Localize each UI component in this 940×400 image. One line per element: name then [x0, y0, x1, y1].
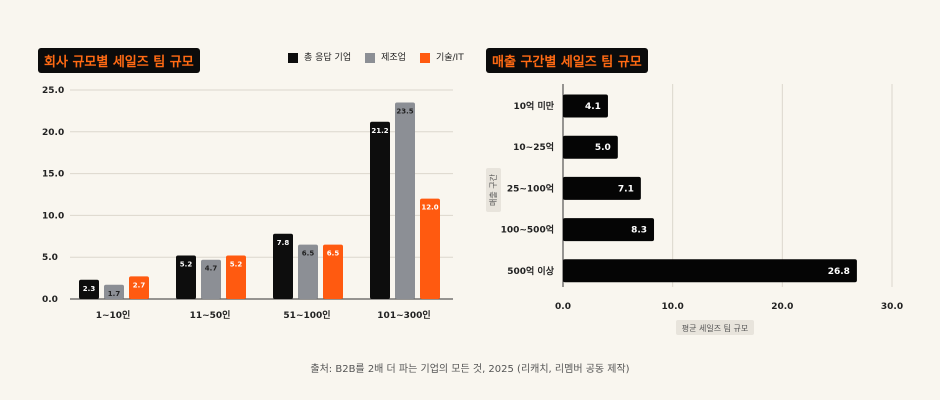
- x-tick-label: 101~300인: [377, 310, 430, 321]
- bar-value-label: 6.5: [327, 250, 340, 258]
- bar-value-label: 5.0: [595, 143, 611, 153]
- x-tick-label: 11~50인: [190, 310, 231, 321]
- bar-value-label: 21.2: [371, 127, 388, 135]
- y-axis-label: 매출 구간: [488, 173, 498, 206]
- bar: [420, 198, 440, 299]
- bar: [323, 244, 343, 299]
- x-tick-label: 1~10인: [96, 310, 131, 321]
- right-chart-title: 매출 구간별 세일즈 팀 규모: [486, 48, 648, 73]
- x-tick-label: 30.0: [881, 302, 903, 312]
- x-tick-label: 10.0: [662, 302, 684, 312]
- legend-label: 총 응답 기업: [304, 53, 352, 63]
- legend-swatch: [365, 52, 376, 63]
- bar: [563, 218, 655, 242]
- bar: [104, 284, 124, 299]
- legend-item-total: 총 응답 기업: [288, 50, 351, 63]
- bar-value-label: 26.8: [828, 267, 850, 277]
- legend: 총 응답 기업 제조업 기술/IT: [288, 50, 464, 63]
- bar: [563, 259, 857, 283]
- y-axis-label-bg: [486, 168, 501, 212]
- x-tick-label: 51~100인: [283, 310, 330, 321]
- x-tick-label: 20.0: [771, 302, 793, 312]
- y-tick-label: 20.0: [42, 128, 64, 138]
- legend-label: 제조업: [381, 53, 406, 63]
- y-tick-label: 5.0: [42, 253, 58, 263]
- bar-value-label: 5.2: [230, 261, 243, 269]
- bar: [226, 255, 246, 299]
- bar-value-label: 4.1: [585, 102, 601, 112]
- bar-value-label: 1.7: [108, 290, 121, 298]
- y-tick-label: 25.0: [42, 86, 64, 96]
- bar: [201, 259, 221, 299]
- y-tick-label: 10.0: [42, 211, 64, 221]
- bar: [273, 233, 293, 299]
- legend-label: 기술/IT: [435, 53, 464, 63]
- source-note: 출처: B2B를 2배 더 파는 기업의 모든 것, 2025 (리캐치, 리멤…: [310, 364, 630, 375]
- x-axis-label-bg: [676, 320, 754, 335]
- legend-item-tech: 기술/IT: [419, 50, 464, 63]
- bar-value-label: 8.3: [631, 226, 647, 236]
- bar-value-label: 6.5: [302, 250, 315, 258]
- bar-value-label: 12.0: [421, 204, 438, 212]
- bar-value-label: 23.5: [396, 108, 413, 116]
- y-tick-label: 10억 미만: [514, 100, 555, 112]
- bar-value-label: 5.2: [180, 261, 193, 269]
- bar-value-label: 7.8: [277, 239, 290, 247]
- bar-value-label: 7.1: [618, 184, 634, 194]
- left-chart-title: 회사 규모별 세일즈 팀 규모: [38, 48, 200, 73]
- bar-value-label: 2.7: [133, 281, 146, 289]
- bar: [129, 276, 149, 299]
- legend-swatch: [419, 52, 430, 63]
- bar: [563, 135, 618, 159]
- bar: [563, 176, 641, 200]
- legend-swatch: [288, 52, 298, 63]
- bar-value-label: 2.3: [83, 285, 96, 293]
- legend-item-manufacturing: 제조업: [365, 50, 406, 63]
- y-tick-label: 100~500억: [501, 224, 554, 236]
- y-tick-label: 25~100억: [507, 182, 554, 194]
- bar: [370, 121, 390, 299]
- bar: [79, 279, 99, 299]
- y-tick-label: 0.0: [42, 295, 58, 305]
- x-tick-label: 0.0: [555, 302, 571, 312]
- x-axis-label: 평균 세일즈 팀 규모: [682, 323, 749, 333]
- y-tick-label: 500억 이상: [507, 265, 554, 277]
- bar-value-label: 4.7: [205, 265, 218, 273]
- bar: [176, 255, 196, 299]
- y-tick-label: 15.0: [42, 170, 64, 180]
- bar: [563, 94, 608, 118]
- bar: [298, 244, 318, 299]
- bar: [395, 102, 415, 299]
- y-tick-label: 10~25억: [513, 141, 554, 153]
